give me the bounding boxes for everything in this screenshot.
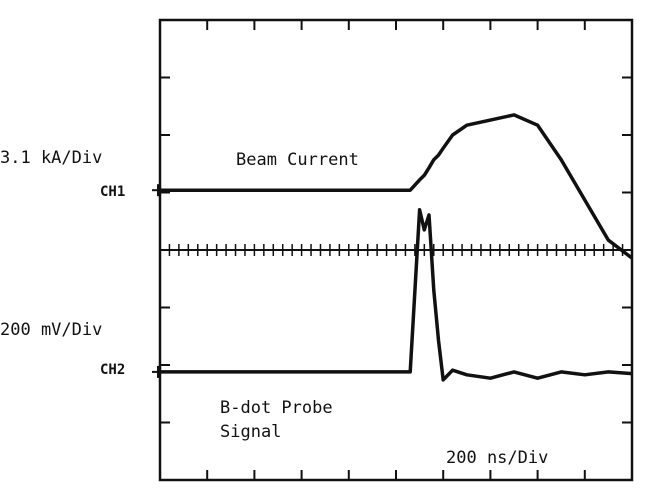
ch2-scale: 200 mV/Div	[0, 320, 102, 340]
time-scale: 200 ns/Div	[446, 448, 548, 468]
ch2-label: CH2	[100, 362, 125, 378]
series-label: Signal	[220, 422, 281, 442]
ch1-scale: 3.1 kA/Div	[0, 148, 102, 168]
trace	[160, 113, 634, 260]
series-label: Beam Current	[236, 150, 359, 170]
trace	[160, 208, 633, 382]
series-label: B-dot Probe	[220, 398, 333, 418]
ch1-label: CH1	[100, 184, 125, 200]
